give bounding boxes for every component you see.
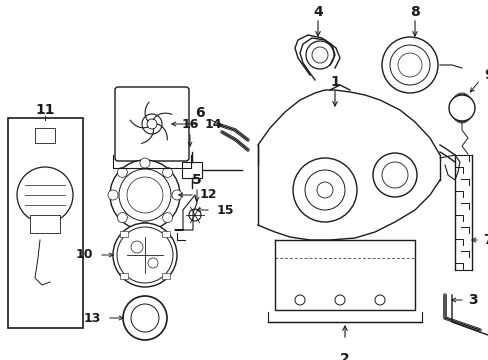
- Circle shape: [131, 241, 142, 253]
- Circle shape: [389, 45, 429, 85]
- Circle shape: [189, 209, 201, 221]
- Circle shape: [110, 160, 180, 230]
- Circle shape: [142, 114, 162, 134]
- Bar: [30, 215, 60, 233]
- Circle shape: [374, 295, 384, 305]
- Circle shape: [117, 227, 173, 283]
- Circle shape: [147, 119, 157, 129]
- Circle shape: [108, 190, 118, 200]
- Text: 6: 6: [195, 106, 204, 120]
- Text: 3: 3: [467, 293, 477, 307]
- Circle shape: [372, 153, 416, 197]
- Circle shape: [292, 158, 356, 222]
- Circle shape: [163, 213, 172, 222]
- Circle shape: [311, 47, 327, 63]
- Text: 2: 2: [340, 352, 349, 360]
- FancyBboxPatch shape: [115, 87, 189, 161]
- Bar: [8, 118, 83, 328]
- Circle shape: [397, 53, 421, 77]
- Bar: [35, 128, 55, 143]
- Text: 7: 7: [482, 233, 488, 247]
- Bar: [120, 273, 127, 279]
- Circle shape: [140, 158, 150, 168]
- Bar: [162, 231, 170, 237]
- Circle shape: [163, 167, 172, 177]
- Text: 8: 8: [409, 5, 419, 19]
- Bar: [120, 231, 127, 237]
- Circle shape: [113, 223, 177, 287]
- Text: 1: 1: [329, 75, 339, 89]
- Circle shape: [294, 295, 305, 305]
- Circle shape: [148, 258, 158, 268]
- Circle shape: [127, 177, 163, 213]
- Circle shape: [381, 162, 407, 188]
- Circle shape: [117, 213, 127, 222]
- Circle shape: [448, 95, 474, 121]
- Circle shape: [140, 222, 150, 232]
- Text: 15: 15: [217, 203, 234, 216]
- Text: 12: 12: [200, 189, 217, 202]
- Text: 13: 13: [83, 311, 101, 324]
- Circle shape: [334, 295, 345, 305]
- Text: 10: 10: [75, 248, 93, 261]
- Bar: [162, 273, 170, 279]
- Circle shape: [316, 182, 332, 198]
- Circle shape: [172, 190, 182, 200]
- Circle shape: [381, 37, 437, 93]
- Circle shape: [117, 167, 127, 177]
- Text: 14: 14: [204, 117, 222, 130]
- Circle shape: [131, 304, 159, 332]
- Text: 11: 11: [35, 103, 55, 117]
- Text: 5: 5: [192, 173, 202, 187]
- Text: 16: 16: [181, 118, 198, 131]
- Circle shape: [123, 296, 167, 340]
- Text: 9: 9: [483, 68, 488, 82]
- Text: 4: 4: [312, 5, 322, 19]
- Circle shape: [305, 170, 345, 210]
- Circle shape: [305, 41, 333, 69]
- Circle shape: [17, 167, 73, 223]
- Circle shape: [119, 169, 171, 221]
- Bar: [182, 162, 202, 178]
